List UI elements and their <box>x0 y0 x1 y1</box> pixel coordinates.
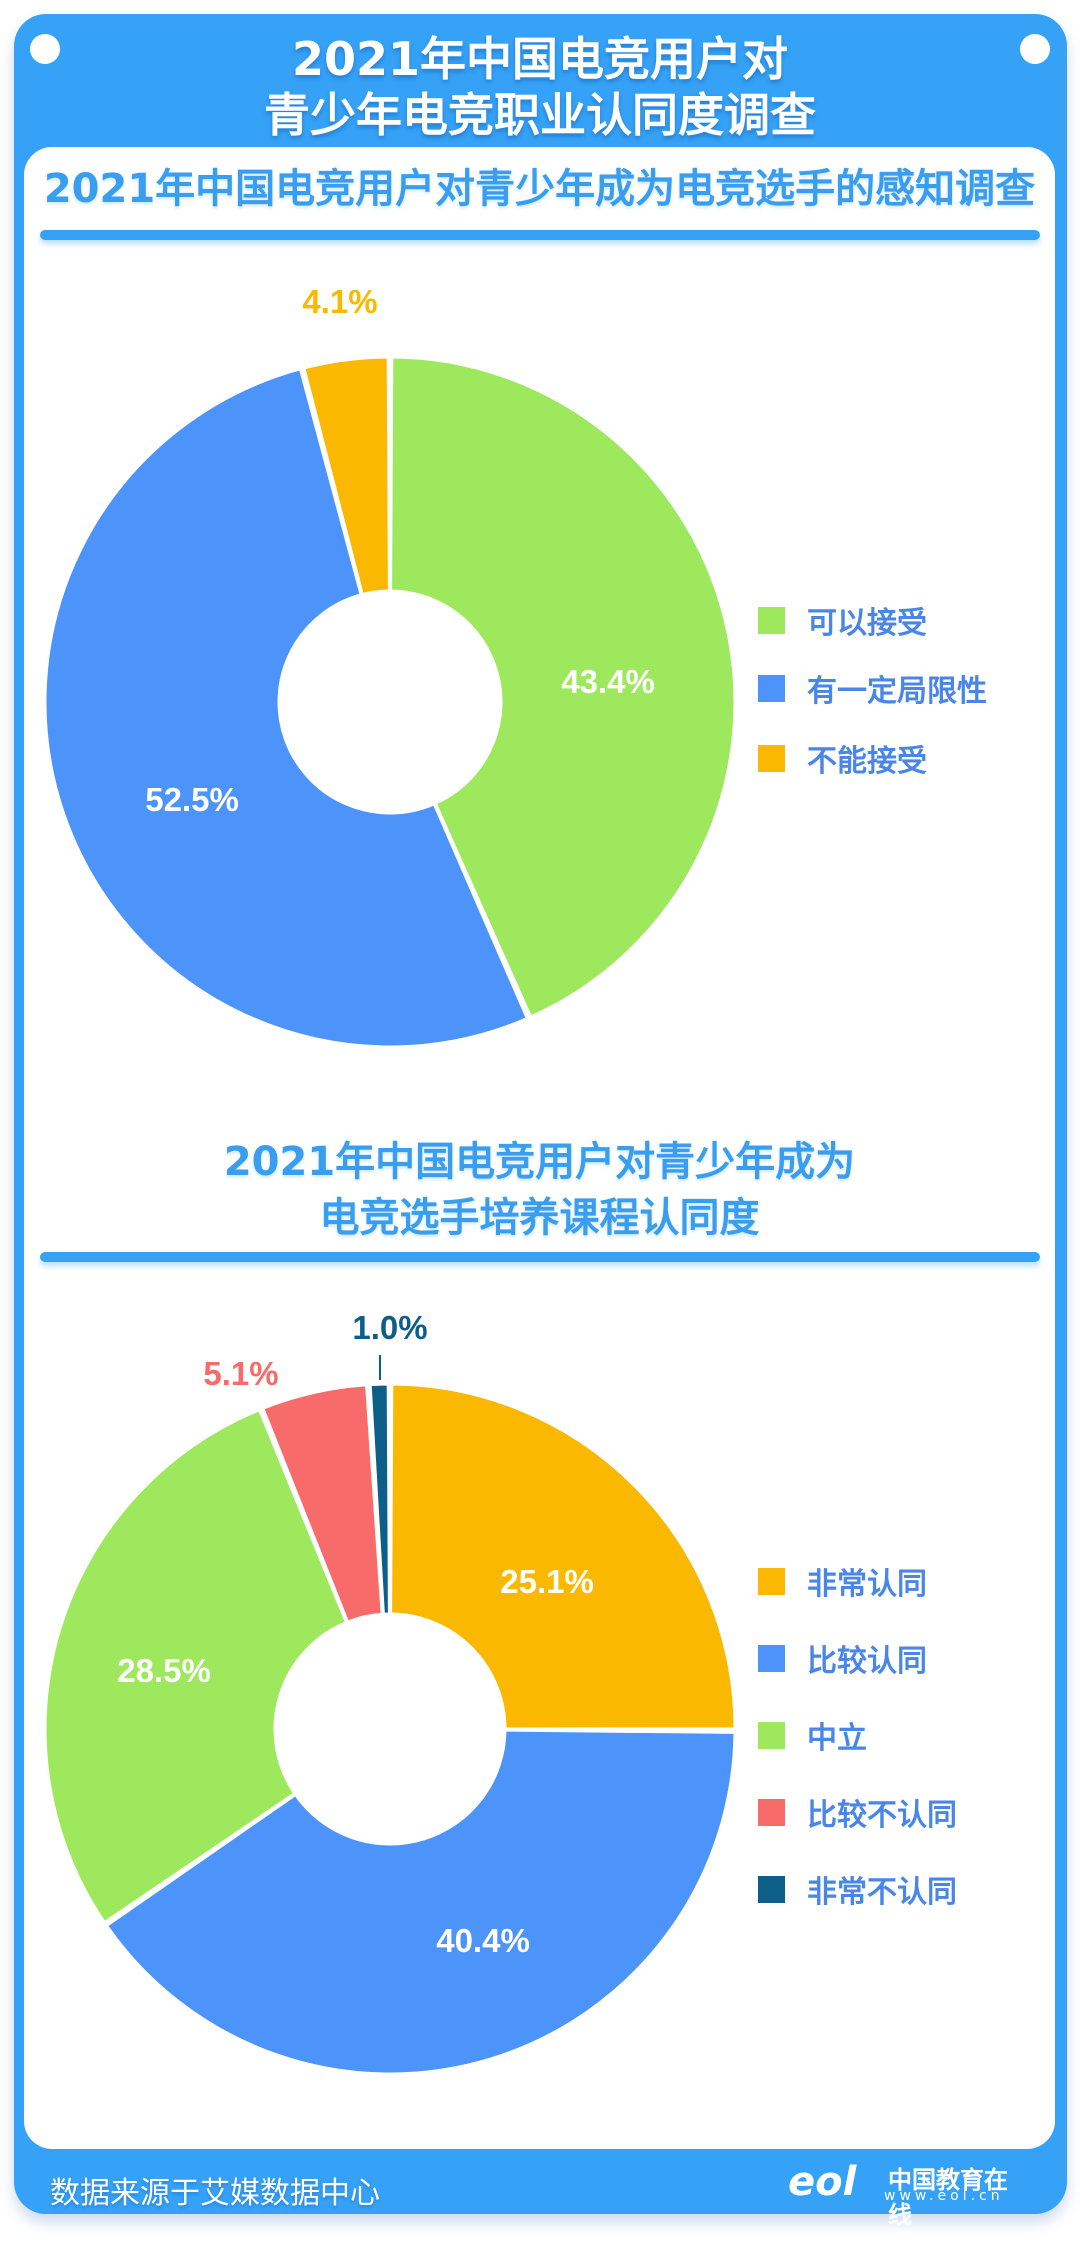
slice-value-label: 5.1% <box>203 1355 279 1392</box>
slice-value-label: 25.1% <box>500 1563 594 1600</box>
section1-title: 2021年中国电竞用户对青少年成为电竞选手的感知调查 <box>43 166 1036 212</box>
donut-slice <box>43 367 529 1049</box>
legend-swatch <box>758 1644 785 1672</box>
legend-item-strongly-disagree: 非常不认同 <box>758 1867 957 1911</box>
donut-slice <box>302 355 391 597</box>
legend-label: 比较认同 <box>807 1644 927 1679</box>
legend-label: 不能接受 <box>807 744 927 779</box>
legend-item-strongly-agree: 非常认同 <box>758 1559 927 1603</box>
main-title-line1: 2021年中国电竞用户对 <box>291 32 789 86</box>
main-title-line2: 青少年电竞职业认同度调查 <box>264 88 816 142</box>
donut-slice <box>368 1382 391 1616</box>
decorative-hole-left <box>30 34 60 64</box>
section2-divider <box>40 1252 1040 1262</box>
decorative-hole-right <box>1020 34 1050 64</box>
legend-swatch <box>758 674 785 702</box>
legend-swatch <box>758 1721 785 1749</box>
slice-value-label: 43.4% <box>561 663 655 700</box>
slice-value-label: 1.0% <box>352 1309 428 1346</box>
legend-label: 可以接受 <box>807 606 927 641</box>
legend-label: 非常认同 <box>807 1567 927 1602</box>
legend-item-agree: 比较认同 <box>758 1636 927 1680</box>
legend-item-acceptable: 可以接受 <box>758 598 927 642</box>
logo-url: www.eol.cn <box>884 2188 1004 2204</box>
legend-label: 中立 <box>807 1721 867 1756</box>
donut-slice <box>43 1408 348 1925</box>
legend-label: 非常不认同 <box>807 1875 957 1910</box>
section1-divider <box>40 230 1040 240</box>
section2-title-line1: 2021年中国电竞用户对青少年成为 <box>223 1139 856 1185</box>
legend-label: 有一定局限性 <box>807 674 987 709</box>
legend-swatch <box>758 606 785 634</box>
slice-value-label: 4.1% <box>302 283 378 320</box>
donut-slice <box>389 1382 737 1731</box>
slice-value-label: 40.4% <box>436 1922 530 1959</box>
donut-slice <box>261 1383 384 1624</box>
donut-slice <box>389 355 737 1019</box>
slice-value-label: 28.5% <box>117 1652 211 1689</box>
eol-logo-icon: eol <box>788 2159 857 2205</box>
logo-name: 中国教育在线 <box>888 2166 1008 2229</box>
legend-swatch <box>758 1567 785 1595</box>
donut-slice <box>104 1728 737 2076</box>
legend-item-unacceptable: 不能接受 <box>758 736 927 780</box>
legend-item-neutral: 中立 <box>758 1713 867 1757</box>
donut-chart-course-recognition <box>43 1382 737 2076</box>
legend-item-limited: 有一定局限性 <box>758 666 987 710</box>
slice-value-label: 52.5% <box>145 781 239 818</box>
eol-logo[interactable]: eol 中国教育在线 www.eol.cn <box>788 2159 1028 2229</box>
legend-swatch <box>758 1798 785 1826</box>
legend-swatch <box>758 744 785 772</box>
legend-label: 比较不认同 <box>807 1798 957 1833</box>
legend-item-disagree: 比较不认同 <box>758 1790 957 1834</box>
data-source-note: 数据来源于艾媒数据中心 <box>50 2176 380 2211</box>
legend-swatch <box>758 1875 785 1903</box>
donut-chart-perception <box>43 355 737 1049</box>
section2-title-line2: 电竞选手培养课程认同度 <box>319 1195 760 1241</box>
